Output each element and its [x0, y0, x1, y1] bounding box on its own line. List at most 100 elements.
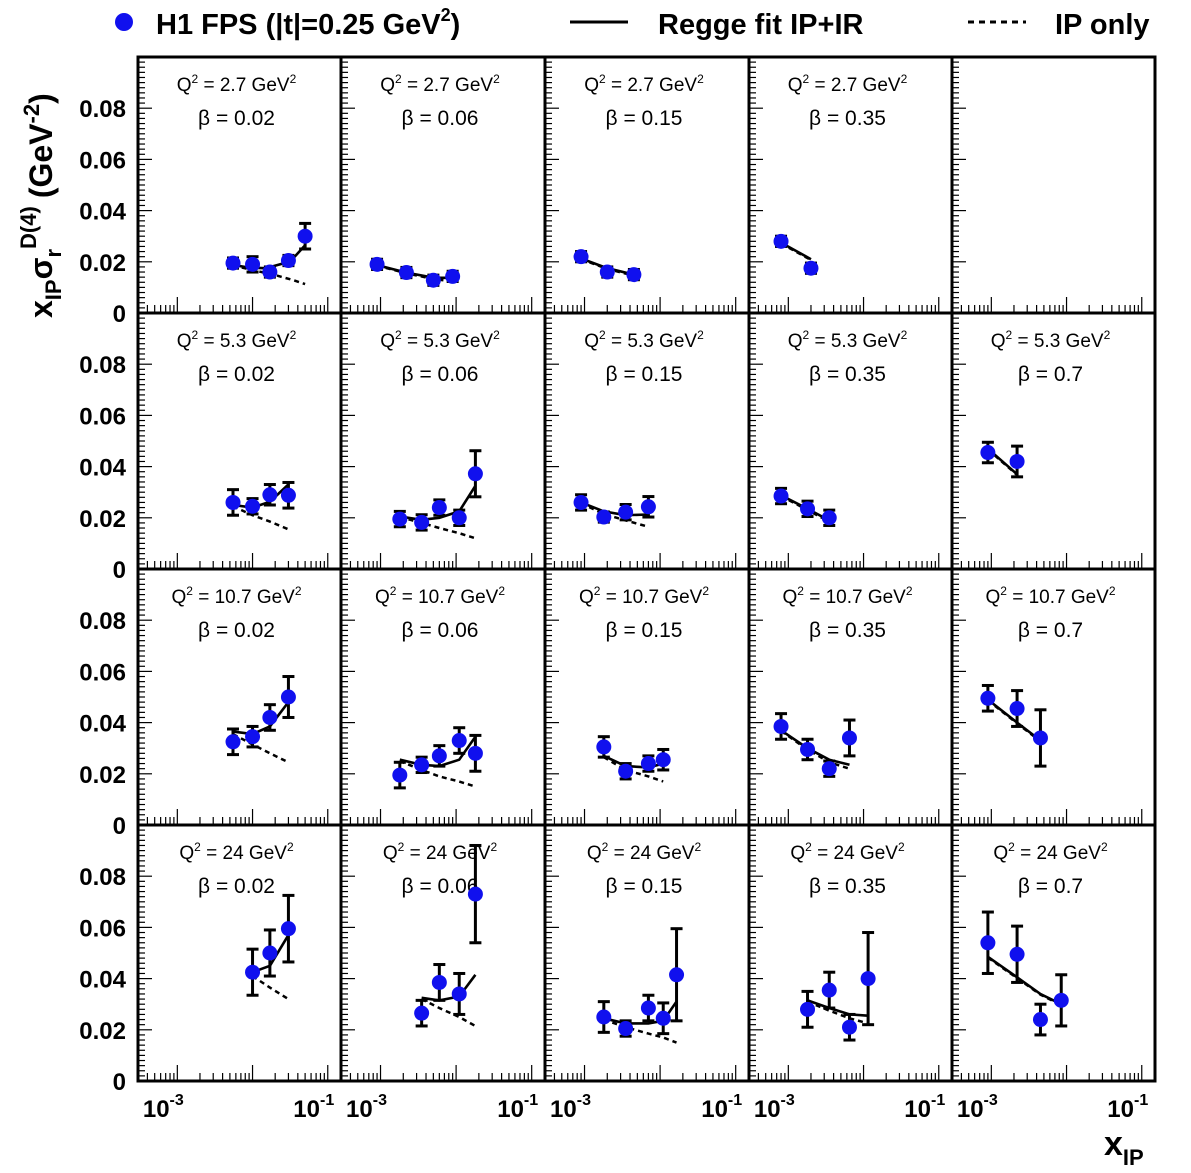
data-point — [392, 767, 408, 783]
q2-sup: 2 — [192, 328, 199, 342]
data-point — [467, 886, 483, 902]
panel-q2-label: Q2 = 24 GeV2 — [587, 840, 702, 864]
q2-sup: 2 — [599, 72, 606, 86]
data-point — [800, 741, 816, 757]
data-point — [280, 487, 296, 503]
x-tick-label-1e-3: 10-3 — [754, 1092, 795, 1123]
q2-value: = 2.7 GeV — [402, 75, 494, 96]
data-point — [640, 756, 656, 772]
panel-beta-label: β = 0.35 — [809, 875, 886, 898]
panel-frame — [950, 55, 1157, 315]
panel-beta-label: β = 0.15 — [606, 875, 683, 898]
data-point — [369, 256, 385, 272]
x-tick-label-exp: -3 — [170, 1092, 184, 1109]
data-point — [980, 690, 996, 706]
q2-value: = 24 GeV — [404, 843, 490, 864]
data-point — [1032, 1012, 1048, 1028]
ip-only-curve — [580, 502, 649, 529]
panel-q2-label: Q2 = 2.7 GeV2 — [584, 72, 704, 96]
y-tick-label: 0.06 — [79, 659, 126, 686]
y-label-x-sub: IP — [41, 279, 66, 300]
x-tick-label-base: 10 — [497, 1096, 524, 1123]
data-point — [1009, 453, 1025, 469]
panel-q2-label: Q2 = 10.7 GeV2 — [782, 584, 912, 608]
x-tick-label-exp: -3 — [577, 1092, 591, 1109]
q2-symbol: Q — [991, 331, 1006, 352]
q2-value: = 2.7 GeV — [198, 75, 290, 96]
x-tick-label-exp: -3 — [373, 1092, 387, 1109]
data-point — [262, 487, 278, 503]
y-tick-label: 0 — [113, 301, 126, 328]
legend-marker-label-main: H1 FPS (|t|=0.25 GeV — [156, 9, 441, 41]
x-tick-label-exp: -1 — [931, 1092, 945, 1109]
data-point — [821, 510, 837, 526]
panel-q2-label: Q2 = 24 GeV2 — [790, 840, 905, 864]
q2-unit-sup: 2 — [1104, 328, 1111, 342]
x-tick-label-exp: -3 — [781, 1092, 795, 1109]
q2-unit-sup: 2 — [697, 328, 704, 342]
y-label-unit: (GeV — [23, 123, 59, 198]
q2-value: = 5.3 GeV — [402, 331, 494, 352]
data-point — [245, 256, 261, 272]
q2-value: = 10.7 GeV — [1007, 587, 1109, 608]
data-point — [618, 1021, 634, 1037]
q2-sup: 2 — [803, 328, 810, 342]
x-tick-label-exp: -1 — [320, 1092, 334, 1109]
y-label-sigma-sub: r — [41, 249, 66, 258]
panel-q2-label: Q2 = 2.7 GeV2 — [177, 72, 297, 96]
y-tick-label: 0.02 — [79, 1018, 126, 1045]
panel-beta-label: β = 0.7 — [1018, 875, 1083, 898]
data-point — [414, 514, 430, 530]
svg-text:xIP: xIP — [1104, 1125, 1144, 1170]
data-point — [262, 945, 278, 961]
data-point — [599, 264, 615, 280]
q2-symbol: Q — [782, 587, 797, 608]
q2-unit-sup: 2 — [697, 72, 704, 86]
q2-sup: 2 — [395, 328, 402, 342]
q2-value: = 10.7 GeV — [396, 587, 498, 608]
y-tick-label: 0.08 — [79, 96, 126, 123]
q2-unit-sup: 2 — [694, 840, 701, 854]
q2-unit-sup: 2 — [498, 584, 505, 598]
q2-symbol: Q — [383, 843, 398, 864]
q2-value: = 2.7 GeV — [809, 75, 901, 96]
q2-sup: 2 — [186, 584, 193, 598]
q2-symbol: Q — [584, 331, 599, 352]
legend-marker-label: H1 FPS (|t|=0.25 GeV2) — [156, 5, 460, 41]
ip-only-curve — [399, 515, 476, 540]
q2-symbol: Q — [579, 587, 594, 608]
data-point — [225, 255, 241, 271]
x-tick-label-base: 10 — [754, 1096, 781, 1123]
q2-sup: 2 — [398, 840, 405, 854]
data-point — [669, 967, 685, 983]
q2-symbol: Q — [177, 75, 192, 96]
q2-sup: 2 — [599, 328, 606, 342]
data-point — [451, 986, 467, 1002]
data-point — [573, 249, 589, 265]
q2-value: = 24 GeV — [1015, 843, 1101, 864]
y-tick-label: 0.08 — [79, 352, 126, 379]
legend-marker-icon — [115, 13, 133, 31]
panel-q2-label: Q2 = 5.3 GeV2 — [380, 328, 500, 352]
q2-unit-sup: 2 — [290, 328, 297, 342]
panel-beta-label: β = 0.7 — [1018, 363, 1083, 386]
x-tick-label-1e-3: 10-3 — [957, 1092, 998, 1123]
data-point — [841, 730, 857, 746]
data-point — [431, 500, 447, 516]
data-point — [297, 228, 313, 244]
panel-beta-label: β = 0.15 — [606, 363, 683, 386]
panel-beta-label: β = 0.02 — [198, 875, 275, 898]
data-point — [596, 509, 612, 525]
panel-q2-label: Q2 = 5.3 GeV2 — [177, 328, 297, 352]
data-point — [398, 265, 414, 281]
y-tick-label: 0.02 — [79, 250, 126, 277]
data-point — [655, 1010, 671, 1026]
data-point — [618, 504, 634, 520]
data-point — [626, 267, 642, 283]
panel-beta-label: β = 0.15 — [606, 107, 683, 130]
data-point — [596, 1009, 612, 1025]
q2-value: = 10.7 GeV — [193, 587, 295, 608]
y-tick-label: 0.06 — [79, 147, 126, 174]
data-point — [773, 718, 789, 734]
